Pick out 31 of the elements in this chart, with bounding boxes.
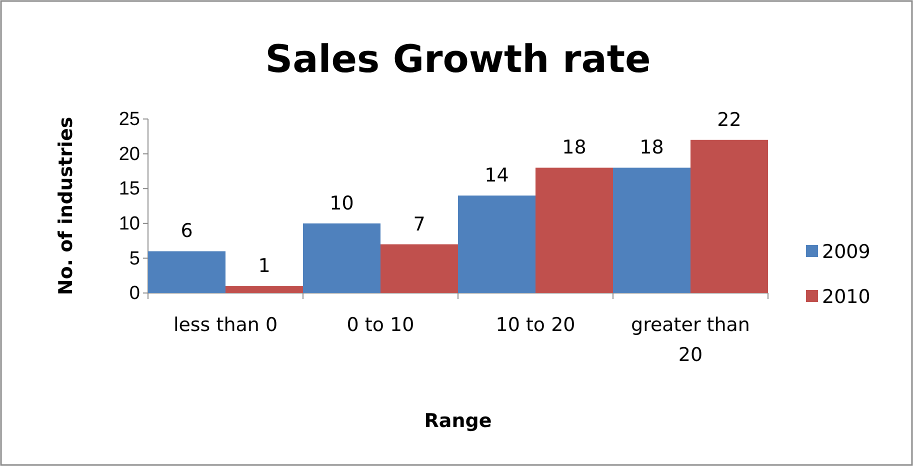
x-axis-title: Range	[424, 410, 492, 432]
y-tick-label: 5	[129, 248, 140, 270]
legend-label: 2010	[822, 286, 870, 308]
bar	[458, 196, 536, 293]
y-tick-label: 25	[118, 109, 140, 130]
y-tick-label: 10	[118, 213, 140, 234]
bar	[226, 286, 303, 293]
chart-title: Sales Growth rate	[265, 37, 651, 81]
x-tick-label: 10 to 20	[496, 314, 576, 336]
bar	[613, 168, 690, 293]
data-label: 6	[180, 220, 193, 242]
legend-label: 2009	[822, 241, 870, 263]
y-tick-label: 15	[118, 178, 140, 200]
data-label: 10	[330, 192, 354, 214]
data-label: 7	[413, 213, 426, 236]
y-axis-title: No. of industries	[55, 116, 77, 296]
y-tick-label: 0	[129, 283, 140, 304]
x-tick-label: 0 to 10	[346, 314, 414, 336]
data-label: 1	[258, 255, 270, 278]
x-tick-label: greater than 20	[631, 314, 750, 366]
bar	[536, 168, 613, 293]
bar	[303, 223, 380, 293]
data-label: 22	[717, 108, 742, 131]
y-tick-label: 20	[118, 144, 140, 165]
x-tick-label: less than 0	[173, 314, 278, 336]
bar	[690, 140, 768, 293]
data-label: 14	[484, 164, 509, 187]
bar	[148, 251, 226, 293]
data-label: 18	[562, 136, 586, 159]
bar	[380, 244, 458, 293]
data-label: 18	[640, 136, 664, 159]
